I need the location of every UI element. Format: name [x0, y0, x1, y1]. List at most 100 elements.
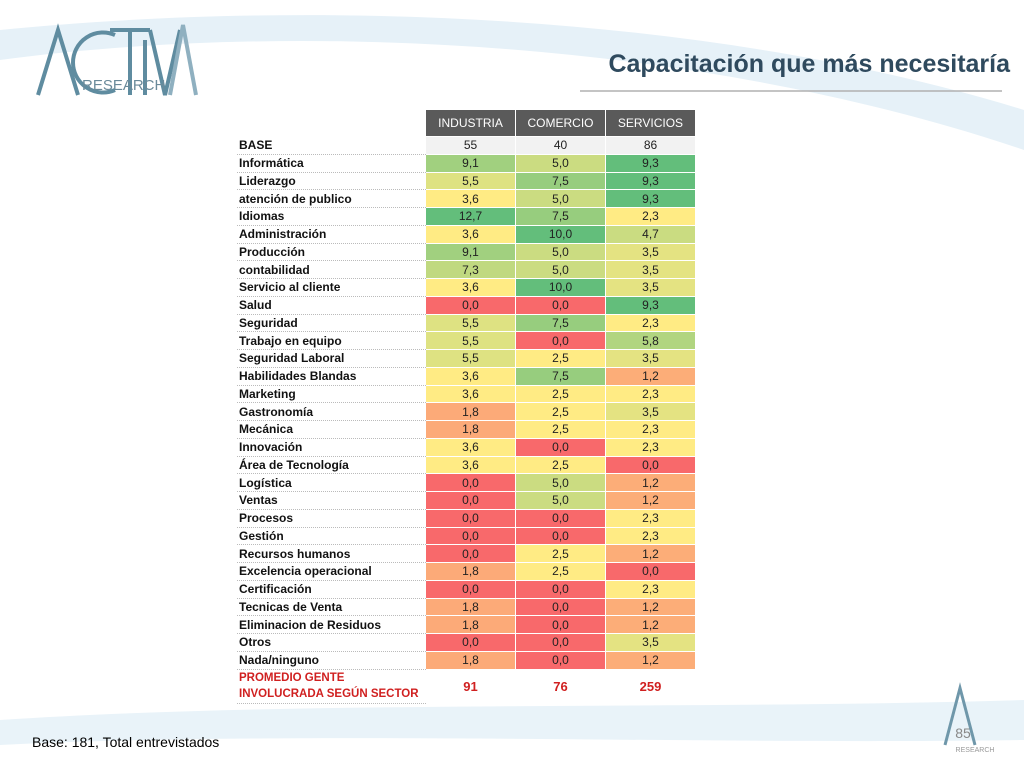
- value-cell: 2,3: [606, 208, 697, 226]
- row-label: Mecánica: [237, 421, 426, 439]
- value-cell: 7,5: [516, 314, 607, 333]
- value-cell: 1,8: [426, 403, 517, 421]
- value-cell: 7,3: [426, 261, 517, 279]
- row-label: Servicio al cliente: [237, 279, 426, 297]
- value-cell: 2,5: [516, 350, 607, 368]
- value-cell: 0,0: [516, 296, 607, 315]
- value-cell: 1,2: [606, 474, 697, 492]
- logo-text: RESEARCH: [82, 77, 165, 94]
- value-cell: 0,0: [426, 545, 517, 563]
- value-cell: 1,2: [606, 651, 697, 670]
- row-label: Nada/ninguno: [237, 651, 426, 670]
- value-cell: 1,2: [606, 616, 697, 634]
- row-label: Gestión: [237, 527, 426, 546]
- swoosh: [0, 15, 1024, 150]
- value-cell: 0,0: [426, 492, 517, 510]
- row-label: Procesos: [237, 509, 426, 528]
- value-cell: 10,0: [516, 279, 607, 297]
- row-label: Tecnicas de Venta: [237, 598, 426, 617]
- value-cell: 0,0: [426, 527, 517, 546]
- value-cell: 7,5: [516, 172, 607, 191]
- value-cell: 1,8: [426, 598, 517, 617]
- row-label: Administración: [237, 225, 426, 244]
- value-cell: 3,5: [606, 261, 697, 279]
- value-cell: 0,0: [516, 598, 607, 617]
- value-cell: 0,0: [426, 580, 517, 599]
- row-label: Producción: [237, 243, 426, 262]
- base-cell: 55: [426, 137, 517, 155]
- row-label: Otros: [237, 634, 426, 652]
- row-label: Marketing: [237, 385, 426, 404]
- value-cell: 0,0: [516, 438, 607, 457]
- value-cell: 2,3: [606, 509, 697, 528]
- value-cell: 9,1: [426, 243, 517, 262]
- value-cell: 3,6: [426, 190, 517, 208]
- value-cell: 7,5: [516, 208, 607, 226]
- value-cell: 2,5: [516, 385, 607, 404]
- column-header: COMERCIO: [516, 110, 607, 136]
- swoosh: [0, 700, 1024, 745]
- base-cell: 40: [516, 137, 607, 155]
- row-label: Gastronomía: [237, 403, 426, 421]
- value-cell: 9,3: [606, 190, 697, 208]
- logo: [36, 23, 198, 96]
- row-label: Idiomas: [237, 208, 426, 226]
- value-cell: 5,0: [516, 190, 607, 208]
- value-cell: 1,2: [606, 492, 697, 510]
- value-cell: 1,8: [426, 563, 517, 581]
- row-label: Seguridad: [237, 314, 426, 333]
- value-cell: 2,3: [606, 385, 697, 404]
- value-cell: 5,0: [516, 261, 607, 279]
- value-cell: 1,2: [606, 367, 697, 386]
- total-cell: 259: [606, 669, 697, 704]
- value-cell: 2,5: [516, 545, 607, 563]
- title: Capacitación que más necesitaría: [608, 50, 1011, 78]
- row-label: BASE: [237, 137, 426, 155]
- value-cell: 5,8: [606, 332, 697, 350]
- row-label: Logística: [237, 474, 426, 492]
- value-cell: 3,5: [606, 403, 697, 421]
- value-cell: 2,5: [516, 403, 607, 421]
- value-cell: 3,6: [426, 385, 517, 404]
- value-cell: 0,0: [516, 651, 607, 670]
- row-label: Habilidades Blandas: [237, 367, 426, 386]
- value-cell: 7,5: [516, 367, 607, 386]
- row-label: Excelencia operacional: [237, 563, 426, 581]
- value-cell: 0,0: [426, 509, 517, 528]
- value-cell: 2,3: [606, 421, 697, 439]
- footer-note: Base: 181, Total entrevistados: [32, 734, 219, 750]
- row-label: Liderazgo: [237, 172, 426, 191]
- value-cell: 2,3: [606, 527, 697, 546]
- total-cell: 91: [426, 669, 517, 704]
- row-label: Certificación: [237, 580, 426, 599]
- total-label: PROMEDIO GENTE INVOLUCRADA SEGÚN SECTOR: [237, 669, 426, 704]
- row-label: Innovación: [237, 438, 426, 457]
- value-cell: 1,8: [426, 616, 517, 634]
- value-cell: 5,0: [516, 243, 607, 262]
- value-cell: 1,8: [426, 651, 517, 670]
- value-cell: 3,5: [606, 350, 697, 368]
- value-cell: 3,5: [606, 243, 697, 262]
- page-number: 85: [955, 725, 971, 741]
- row-label: Eliminacion de Residuos: [237, 616, 426, 634]
- value-cell: 0,0: [606, 456, 697, 475]
- value-cell: 5,5: [426, 332, 517, 350]
- value-cell: 3,6: [426, 279, 517, 297]
- value-cell: 9,3: [606, 154, 697, 173]
- value-cell: 1,2: [606, 545, 697, 563]
- value-cell: 5,5: [426, 172, 517, 191]
- value-cell: 2,3: [606, 580, 697, 599]
- value-cell: 9,1: [426, 154, 517, 173]
- row-label: contabilidad: [237, 261, 426, 279]
- value-cell: 5,0: [516, 154, 607, 173]
- base-cell: 86: [606, 137, 697, 155]
- value-cell: 0,0: [606, 563, 697, 581]
- value-cell: 0,0: [426, 296, 517, 315]
- value-cell: 12,7: [426, 208, 517, 226]
- column-header: SERVICIOS: [606, 110, 697, 136]
- value-cell: 5,0: [516, 474, 607, 492]
- value-cell: 0,0: [516, 509, 607, 528]
- value-cell: 5,5: [426, 350, 517, 368]
- row-label: Seguridad Laboral: [237, 350, 426, 368]
